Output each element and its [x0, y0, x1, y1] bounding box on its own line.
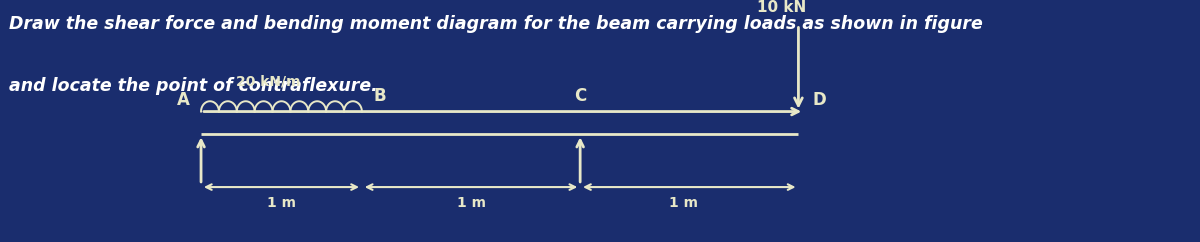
Text: 1 m: 1 m [670, 196, 698, 210]
Text: 20 kN/m: 20 kN/m [235, 75, 300, 89]
Text: 1 m: 1 m [456, 196, 486, 210]
Text: 10 kN: 10 kN [756, 0, 806, 15]
Text: Draw the shear force and bending moment diagram for the beam carrying loads as s: Draw the shear force and bending moment … [10, 15, 983, 33]
Text: 1 m: 1 m [266, 196, 296, 210]
Text: A: A [178, 91, 191, 109]
Text: D: D [812, 91, 826, 109]
Text: B: B [373, 87, 386, 105]
Text: and locate the point of contraflexure.: and locate the point of contraflexure. [10, 77, 378, 95]
Text: C: C [574, 87, 587, 105]
